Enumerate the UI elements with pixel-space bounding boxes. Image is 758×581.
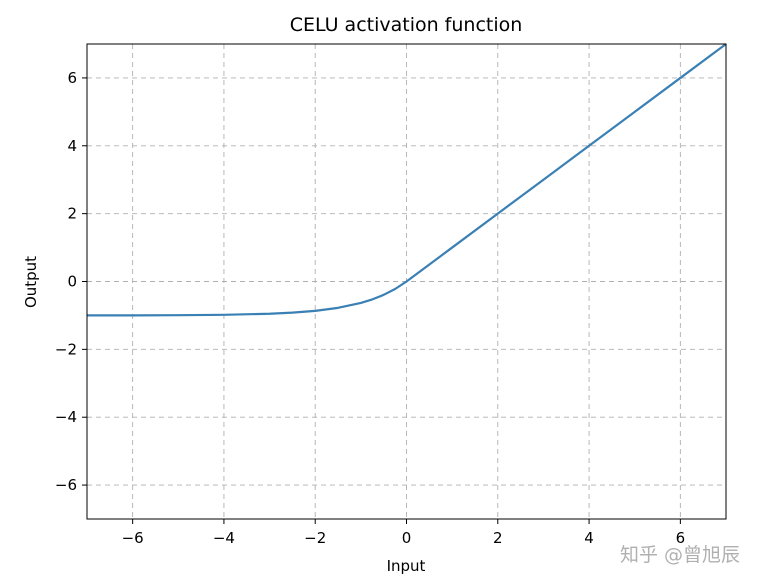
- x-tick-label: −2: [304, 529, 326, 547]
- watermark-text: 知乎 @曾旭辰: [619, 544, 740, 566]
- y-axis-ticks: −6 −4 −2 0 2 4 6: [55, 69, 87, 494]
- x-tick-label: 2: [493, 529, 503, 547]
- x-tick-label: −4: [213, 529, 235, 547]
- y-tick-label: −6: [55, 476, 77, 494]
- x-tick-label: 6: [676, 529, 686, 547]
- x-axis-ticks: −6 −4 −2 0 2 4 6: [122, 519, 686, 547]
- x-tick-label: 0: [402, 529, 412, 547]
- y-tick-label: −4: [55, 408, 77, 426]
- y-tick-label: 0: [67, 273, 77, 291]
- celu-curve: [86, 43, 727, 317]
- y-tick-label: 4: [67, 137, 77, 155]
- x-axis-label: Input: [387, 557, 426, 575]
- y-tick-label: 2: [67, 205, 77, 223]
- y-tick-label: −2: [55, 340, 77, 358]
- plot-series: [86, 43, 727, 317]
- y-tick-label: 6: [67, 69, 77, 87]
- chart-title: CELU activation function: [290, 14, 523, 36]
- y-axis-label: Output: [22, 256, 40, 308]
- x-tick-label: 4: [584, 529, 594, 547]
- x-tick-label: −6: [122, 529, 144, 547]
